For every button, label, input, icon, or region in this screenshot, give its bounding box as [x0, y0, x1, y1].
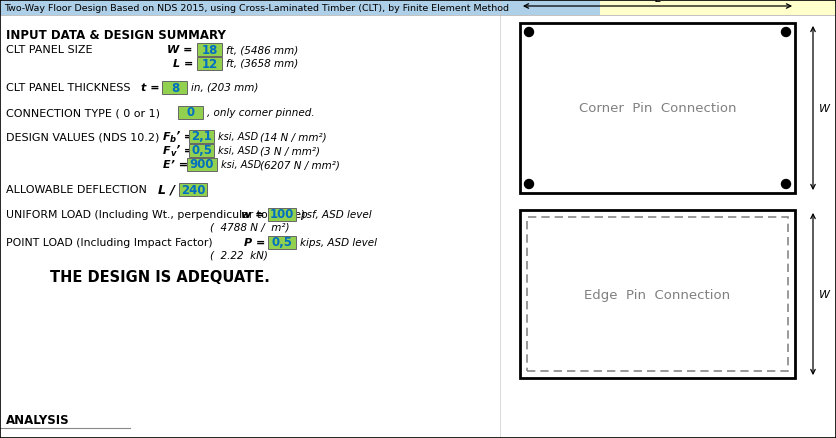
Bar	[178, 106, 203, 119]
Text: UNIFORM LOAD (Including Wt., perpendicular to Plane): UNIFORM LOAD (Including Wt., perpendicul…	[6, 209, 305, 219]
Text: L =: L =	[172, 59, 193, 69]
Bar	[189, 144, 214, 157]
Text: F: F	[163, 146, 171, 155]
Bar	[268, 236, 296, 249]
Text: 8: 8	[171, 81, 179, 94]
Text: L: L	[654, 0, 660, 4]
Bar	[197, 57, 222, 71]
Text: 2,1: 2,1	[191, 130, 212, 143]
Text: 0,5: 0,5	[191, 144, 212, 157]
Text: v: v	[170, 148, 176, 157]
Text: E’ =: E’ =	[163, 159, 188, 170]
Text: INPUT DATA & DESIGN SUMMARY: INPUT DATA & DESIGN SUMMARY	[6, 28, 226, 42]
Text: CONNECTION TYPE ( 0 or 1): CONNECTION TYPE ( 0 or 1)	[6, 108, 160, 118]
Text: 240: 240	[181, 183, 205, 196]
Text: (3 N / mm²): (3 N / mm²)	[260, 146, 319, 155]
Bar	[179, 183, 206, 196]
Text: CLT PANEL SIZE: CLT PANEL SIZE	[6, 45, 93, 55]
Text: 0,5: 0,5	[271, 236, 292, 249]
Circle shape	[524, 180, 533, 189]
Text: Two-Way Floor Design Based on NDS 2015, using Cross-Laminated Timber (CLT), by F: Two-Way Floor Design Based on NDS 2015, …	[4, 4, 508, 12]
Text: DESIGN VALUES (NDS 10.2): DESIGN VALUES (NDS 10.2)	[6, 132, 159, 141]
Bar	[186, 158, 217, 171]
Text: POINT LOAD (Including Impact Factor): POINT LOAD (Including Impact Factor)	[6, 237, 212, 247]
Text: in, (203 mm): in, (203 mm)	[191, 83, 258, 93]
Text: ’: ’	[175, 131, 179, 141]
Circle shape	[781, 28, 789, 37]
Text: 0: 0	[186, 106, 195, 119]
Text: 100: 100	[269, 208, 293, 221]
Text: kips, ASD level: kips, ASD level	[299, 237, 376, 247]
Text: Corner  Pin  Connection: Corner Pin Connection	[578, 102, 736, 115]
Bar	[519, 211, 794, 378]
Text: ANALYSIS: ANALYSIS	[6, 413, 69, 427]
Text: =: =	[180, 146, 193, 155]
Text: ft, (3658 mm): ft, (3658 mm)	[226, 59, 298, 69]
Bar	[189, 130, 214, 143]
Text: Edge  Pin  Connection: Edge Pin Connection	[584, 288, 730, 301]
Text: (  2.22  kN): ( 2.22 kN)	[210, 251, 268, 261]
Text: W: W	[818, 104, 829, 114]
Text: P =: P =	[243, 237, 265, 247]
Text: (6207 N / mm²): (6207 N / mm²)	[260, 159, 339, 170]
Text: b: b	[170, 134, 176, 143]
Bar	[197, 43, 222, 57]
Text: =: =	[180, 132, 193, 141]
Text: , only corner pinned.: , only corner pinned.	[206, 108, 314, 118]
Text: F: F	[163, 132, 171, 141]
Bar	[519, 24, 794, 194]
Text: ft, (5486 mm): ft, (5486 mm)	[226, 45, 298, 55]
Text: ksi, ASD: ksi, ASD	[217, 132, 257, 141]
Text: ksi, ASD: ksi, ASD	[217, 146, 257, 155]
Bar	[0, 0, 599, 16]
Text: 18: 18	[201, 43, 218, 57]
Circle shape	[781, 180, 789, 189]
Circle shape	[524, 28, 533, 37]
Text: ksi, ASD: ksi, ASD	[221, 159, 261, 170]
Text: (14 N / mm²): (14 N / mm²)	[260, 132, 326, 141]
Text: CLT PANEL THICKNESS: CLT PANEL THICKNESS	[6, 83, 130, 93]
Text: psf, ASD level: psf, ASD level	[299, 209, 371, 219]
Bar	[162, 81, 187, 94]
Text: W: W	[818, 290, 829, 299]
Text: t =: t =	[141, 83, 160, 93]
Text: 12: 12	[201, 57, 218, 71]
Text: W =: W =	[167, 45, 193, 55]
Bar	[599, 0, 836, 16]
Text: 900: 900	[190, 158, 214, 171]
Text: w =: w =	[242, 209, 265, 219]
Text: L /: L /	[158, 183, 175, 196]
Text: (  4788 N /  m²): ( 4788 N / m²)	[210, 223, 289, 233]
Bar	[527, 218, 787, 371]
Bar	[268, 208, 296, 221]
Text: THE DESIGN IS ADEQUATE.: THE DESIGN IS ADEQUATE.	[50, 269, 269, 284]
Text: ’: ’	[175, 145, 179, 155]
Text: ALLOWABLE DEFLECTION: ALLOWABLE DEFLECTION	[6, 184, 146, 194]
